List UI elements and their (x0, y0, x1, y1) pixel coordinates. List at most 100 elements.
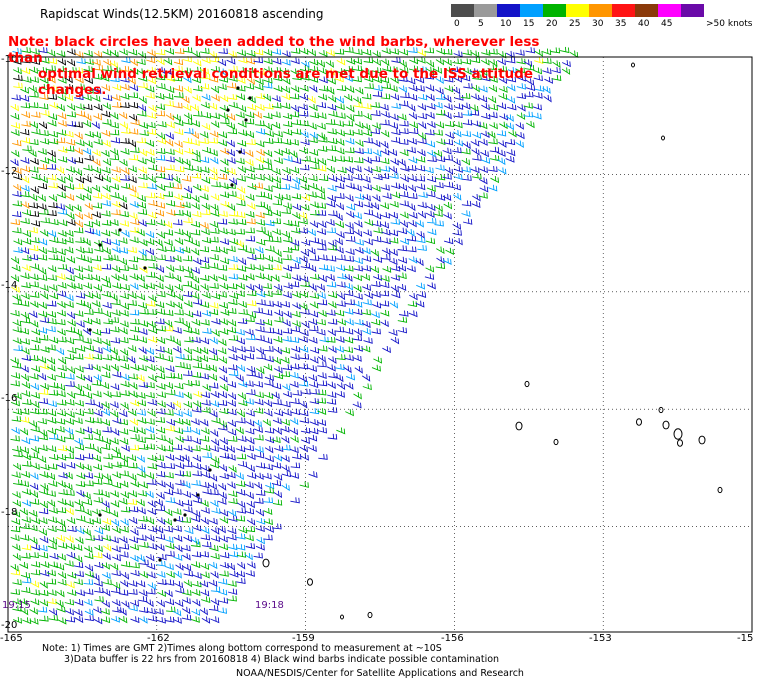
wind-barb (12, 227, 22, 234)
wind-barb (219, 375, 228, 383)
wind-barb (57, 112, 67, 120)
wind-barb (362, 284, 372, 292)
wind-barb (452, 229, 462, 236)
wind-barb (165, 598, 175, 606)
wind-barb (191, 195, 200, 203)
wind-barb (208, 354, 219, 361)
wind-barb (156, 492, 165, 500)
wind-barb (84, 291, 94, 299)
wind-barb (389, 200, 399, 208)
wind-barb (309, 201, 319, 209)
wind-barb (172, 608, 182, 617)
wind-barb (479, 166, 488, 174)
wind-barb (335, 96, 345, 104)
wind-barb (109, 129, 120, 136)
wind-barb (129, 543, 139, 551)
wind-barb (130, 364, 140, 371)
wind-barb (172, 525, 182, 532)
wind-barb (200, 507, 210, 514)
wind-barb (31, 517, 41, 525)
wind-barb (101, 401, 110, 409)
wind-barb (92, 202, 103, 209)
wind-barb (182, 461, 193, 468)
wind-barb (56, 319, 66, 326)
wind-barb (264, 392, 274, 399)
wind-barb (345, 409, 354, 417)
wind-barb (21, 381, 31, 389)
scale-swatch (474, 4, 497, 17)
wind-barb (408, 156, 418, 164)
wind-barb (129, 390, 138, 399)
wind-barb (11, 264, 21, 272)
wind-barb (20, 416, 30, 423)
wind-barb (172, 444, 183, 451)
wind-barb (65, 274, 75, 282)
wind-barb (40, 217, 50, 224)
wind-barb (91, 274, 101, 282)
wind-barb (246, 218, 256, 225)
wind-barb (453, 103, 464, 110)
wind-barb (290, 398, 300, 405)
wind-barb (103, 318, 113, 325)
wind-barb (111, 309, 121, 317)
wind-barb (371, 280, 381, 288)
wind-barb (92, 417, 102, 424)
wind-barb (461, 210, 471, 217)
wind-barb (264, 300, 274, 307)
wind-barb (11, 543, 21, 552)
wind-barb (73, 67, 84, 74)
wind-barb (523, 102, 533, 109)
wind-barb (75, 193, 85, 201)
wind-barb (56, 462, 66, 470)
wind-barb (280, 301, 291, 308)
wind-barb (326, 281, 337, 288)
wind-barb (550, 47, 561, 54)
wind-barb (74, 132, 83, 140)
wind-barb (415, 258, 424, 267)
wind-barb (111, 175, 121, 183)
wind-barb (174, 237, 184, 246)
wind-barb (408, 256, 418, 264)
wind-barb (157, 245, 167, 253)
wind-barb (91, 211, 101, 219)
wind-barb (219, 509, 229, 517)
wind-barb (64, 75, 73, 84)
wind-barb (335, 192, 345, 199)
wind-barb (443, 103, 453, 111)
wind-barb (200, 228, 210, 236)
wind-barb (390, 265, 401, 272)
wind-barb (272, 236, 282, 243)
wind-barb (271, 274, 280, 283)
wind-barb (39, 138, 50, 145)
wind-barb (299, 275, 309, 283)
wind-barb (21, 471, 31, 479)
wind-barb (181, 175, 192, 182)
wind-barb (244, 481, 254, 489)
wind-barb (219, 318, 228, 326)
wind-barb (39, 176, 48, 184)
wind-barb (292, 74, 302, 81)
wind-barb (289, 93, 300, 100)
wind-barb (272, 102, 282, 109)
wind-barb (245, 227, 255, 234)
wind-barb (263, 264, 273, 271)
wind-barb (21, 111, 31, 119)
wind-barb (272, 199, 283, 206)
wind-barb (253, 381, 264, 388)
wind-barb (48, 182, 58, 189)
wind-barb (91, 184, 101, 193)
wind-barb (200, 481, 210, 489)
wind-barb (110, 337, 121, 344)
wind-barb (272, 74, 283, 82)
wind-barb (172, 327, 182, 334)
wind-barb (82, 175, 92, 183)
wind-barb (138, 82, 148, 89)
wind-barb (103, 453, 113, 460)
wind-barb (516, 83, 527, 90)
wind-barb (93, 374, 102, 383)
wind-barb (426, 121, 436, 129)
wind-barb (282, 390, 292, 398)
wind-barb (37, 356, 47, 364)
wind-barb (516, 92, 527, 100)
wind-barb (478, 138, 488, 146)
